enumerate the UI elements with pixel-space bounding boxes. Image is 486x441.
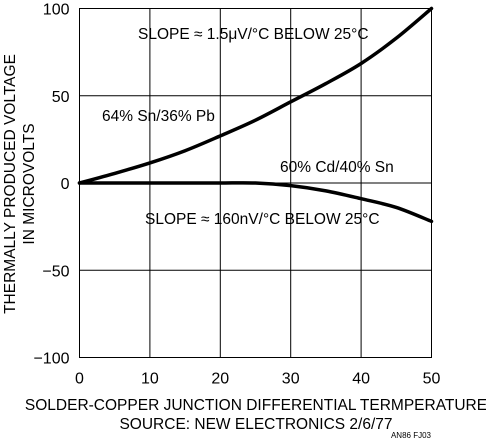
annotation-slope-top: SLOPE ≈ 1.5μV/°C BELOW 25°C xyxy=(138,26,369,43)
source-note: SOURCE: NEW ELECTRONICS 2/6/77 xyxy=(119,416,392,433)
x-tick-labels: 0 10 20 30 40 50 xyxy=(75,371,440,388)
y-tick-labels: 100 50 0 −50 −100 xyxy=(33,2,69,368)
y-tick-label: 0 xyxy=(61,176,70,193)
annotation-sn-pb: 64% Sn/36% Pb xyxy=(102,108,215,125)
y-tick-label: 100 xyxy=(43,2,70,19)
series-lines xyxy=(77,6,434,224)
x-tick-label: 20 xyxy=(211,371,229,388)
y-tick-label: 50 xyxy=(52,89,70,106)
y-axis-title-line1: THERMALLY PRODUCED VOLTAGE xyxy=(2,54,19,314)
x-tick-label: 10 xyxy=(141,371,159,388)
x-axis-title: SOLDER-COPPER JUNCTION DIFFERENTIAL TERM… xyxy=(25,397,486,414)
x-tick-label: 50 xyxy=(423,371,441,388)
annotation-cd-sn: 60% Cd/40% Sn xyxy=(280,159,394,176)
annotation-slope-bottom: SLOPE ≈ 160nV/°C BELOW 25°C xyxy=(145,211,380,228)
annotations: SLOPE ≈ 1.5μV/°C BELOW 25°C 64% Sn/36% P… xyxy=(102,26,394,228)
x-tick-label: 40 xyxy=(352,371,370,388)
x-tick-label: 30 xyxy=(282,371,300,388)
y-tick-label: −100 xyxy=(33,351,69,368)
series-line-cd-sn xyxy=(77,181,434,224)
y-axis-title-line2: IN MICROVOLTS xyxy=(21,123,38,244)
y-tick-label: −50 xyxy=(42,263,69,280)
series-line-sn-pb xyxy=(77,6,434,185)
figure-id: AN86 FJ03 xyxy=(391,431,432,440)
x-tick-label: 0 xyxy=(75,371,84,388)
